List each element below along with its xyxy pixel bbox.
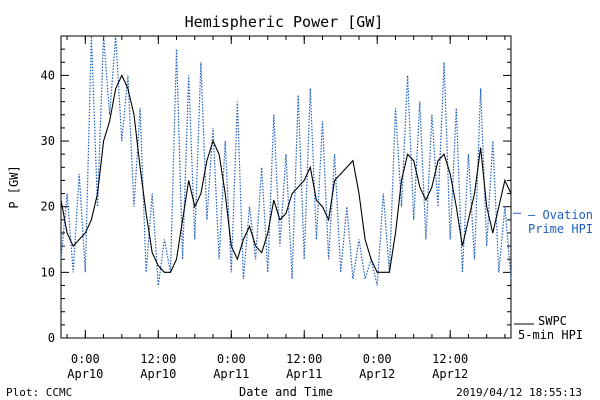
- x-tick-label-time: 0:00: [217, 352, 246, 366]
- x-tick-label-date: Apr12: [359, 367, 395, 381]
- x-tick-label-date: Apr10: [67, 367, 103, 381]
- ovation-prime-series-line: [60, 35, 512, 286]
- x-tick-label-date: Apr11: [286, 367, 322, 381]
- legend-swpc-line2: 5-min HPI: [518, 328, 583, 342]
- x-tick-label-date: Apr11: [213, 367, 249, 381]
- y-axis: 0 10 20 30 40: [41, 35, 511, 345]
- legend-swpc-line1: SWPC: [538, 314, 567, 328]
- x-tick-label-time: 12:00: [432, 352, 468, 366]
- plot-credit: Plot: CCMC: [6, 386, 72, 399]
- y-tick-label: 30: [41, 134, 55, 148]
- y-axis-label: P [GW]: [7, 165, 21, 208]
- chart-title: Hemispheric Power [GW]: [185, 13, 384, 31]
- series-layer: [60, 35, 512, 286]
- x-axis-label: Date and Time: [239, 385, 333, 399]
- plot-timestamp: 2019/04/12 18:55:13: [456, 386, 582, 399]
- swpc-series-line: [60, 74, 512, 273]
- x-tick-label-date: Apr10: [140, 367, 176, 381]
- legend-ovation-line2: Prime HPI: [528, 222, 593, 236]
- x-tick-label-date: Apr12: [432, 367, 468, 381]
- y-tick-label: 20: [41, 200, 55, 214]
- x-tick-label-time: 12:00: [140, 352, 176, 366]
- legend-ovation-line1: — Ovation: [528, 208, 593, 222]
- y-tick-label: 0: [48, 331, 55, 345]
- y-tick-label: 40: [41, 68, 55, 82]
- x-tick-label-time: 0:00: [71, 352, 100, 366]
- x-tick-label-time: 0:00: [363, 352, 392, 366]
- y-tick-label: 10: [41, 265, 55, 279]
- x-axis: 0:00Apr1012:00Apr100:00Apr1112:00Apr110:…: [66, 36, 506, 381]
- x-tick-label-time: 12:00: [286, 352, 322, 366]
